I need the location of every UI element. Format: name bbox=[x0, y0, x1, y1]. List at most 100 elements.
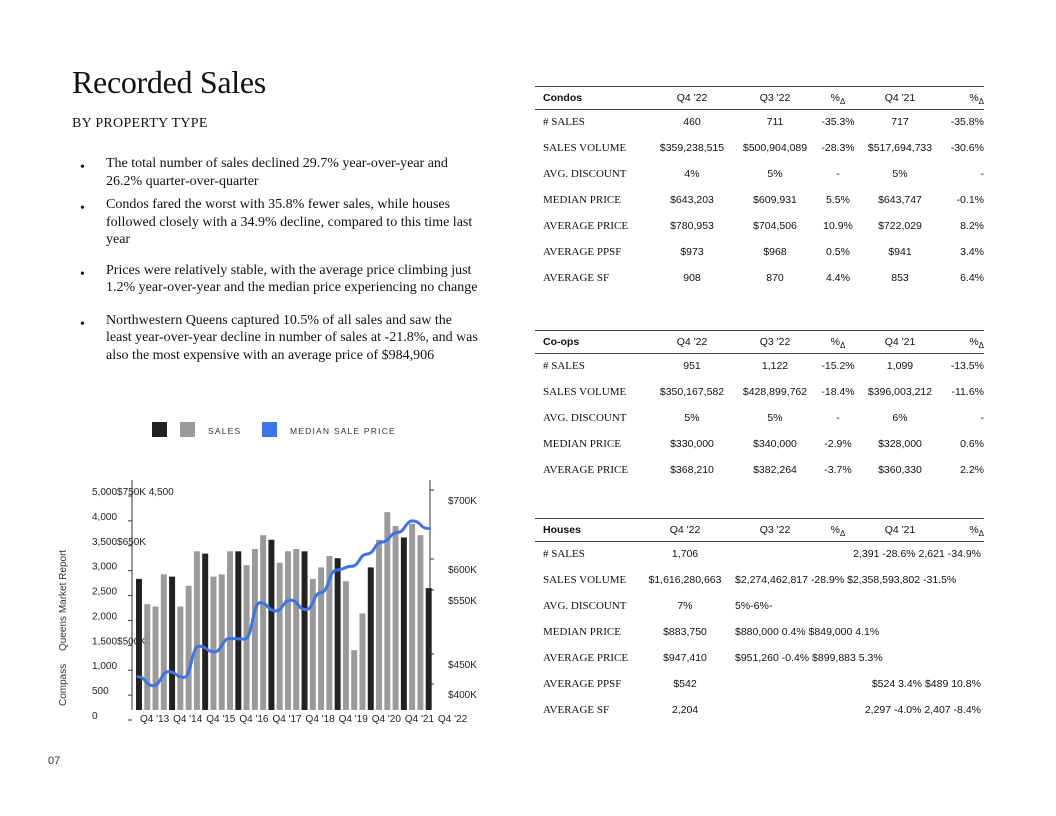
sales-bar bbox=[160, 574, 167, 710]
row-value: 5% bbox=[767, 412, 783, 424]
row-label: MEDIAN PRICE bbox=[543, 438, 621, 450]
x-axis-label: Q4 '20 bbox=[372, 714, 402, 725]
col-header-pct: %Δ bbox=[830, 336, 846, 351]
right-axis-label: $450K bbox=[448, 660, 477, 671]
bullet-item: Condos fared the worst with 35.8% fewer … bbox=[80, 196, 480, 249]
table-row: AVG. DISCOUNT 4% 5% - 5% - bbox=[535, 162, 984, 188]
table-row: AVERAGE SF 2,204 2,297 -4.0% 2,407 -8.4% bbox=[535, 698, 984, 724]
row-value: -18.4% bbox=[821, 386, 855, 398]
table-row: MEDIAN PRICE $883,750 $880,000 0.4% $849,0… bbox=[535, 620, 984, 646]
bullet-item: The total number of sales declined 29.7%… bbox=[80, 155, 480, 190]
col-header: Q4 '21 bbox=[884, 336, 916, 348]
x-axis-label: Q4 '16 bbox=[239, 714, 269, 725]
table-row: AVERAGE PPSF $973 $968 0.5% $941 3.4% bbox=[535, 240, 984, 266]
row-label: AVERAGE PRICE bbox=[543, 652, 629, 664]
row-value: -28.3% bbox=[821, 142, 855, 154]
row-value: 4% bbox=[684, 168, 700, 180]
row-value: 717 bbox=[891, 116, 909, 128]
row-value: 2,204 bbox=[671, 704, 699, 716]
col-header-pct: %Δ bbox=[830, 524, 846, 539]
row-value: $542 bbox=[673, 678, 697, 690]
table-row: AVERAGE PRICE $947,410 $951,260 -0.4% $899… bbox=[535, 646, 984, 672]
sales-bar bbox=[342, 581, 349, 710]
left-axis-label: 2,500 bbox=[92, 587, 117, 598]
row-value: -0.1% bbox=[956, 194, 984, 206]
legend-light-swatch bbox=[180, 422, 195, 437]
sales-bar bbox=[417, 535, 424, 710]
sales-bar bbox=[136, 578, 142, 710]
row-value: $428,899,762 bbox=[742, 386, 808, 398]
legend-median-label: MEDIAN SALE PRICE bbox=[290, 426, 396, 436]
left-axis-label: 500 bbox=[92, 686, 109, 697]
col-header: Q4 '22 bbox=[669, 524, 701, 536]
row-label: MEDIAN PRICE bbox=[543, 626, 621, 638]
row-value: $973 bbox=[680, 246, 704, 258]
row-values: $951,260 -0.4% $899,883 5.3% bbox=[735, 652, 883, 664]
col-header-pct: %Δ bbox=[830, 92, 846, 107]
table-row: SALES VOLUME $1,616,280,663 $2,274,462,817… bbox=[535, 568, 984, 594]
x-axis-label: Q4 '17 bbox=[272, 714, 302, 725]
row-value: 2.2% bbox=[960, 464, 984, 476]
row-label: # SALES bbox=[543, 548, 585, 560]
table-header: Co-ops Q4 '22 Q3 '22 %Δ Q4 '21 %Δ bbox=[535, 330, 984, 354]
row-value: $643,203 bbox=[670, 194, 714, 206]
row-value: 3.4% bbox=[960, 246, 984, 258]
houses-table: Houses Q4 '22 Q3 '22 %Δ Q4 '21 %Δ # SALE… bbox=[535, 518, 984, 724]
row-value: 1,099 bbox=[886, 360, 914, 372]
sales-bar bbox=[260, 535, 267, 710]
x-axis-label: Q4 '15 bbox=[206, 714, 236, 725]
brand-name: Compass bbox=[58, 663, 69, 706]
table-row: MEDIAN PRICE $330,000 $340,000 -2.9% $328,00… bbox=[535, 432, 984, 458]
table-row: # SALES 1,706 2,391 -28.6% 2,621 -34.9% bbox=[535, 542, 984, 568]
x-axis-label: Q4 '18 bbox=[306, 714, 336, 725]
table-row: AVERAGE PPSF $542 $524 3.4% $489 10.8% bbox=[535, 672, 984, 698]
sales-bar bbox=[210, 576, 217, 710]
col-header: Q4 '21 bbox=[884, 524, 916, 536]
x-axis-label: Q4 '19 bbox=[339, 714, 369, 725]
table-row: AVERAGE PRICE $368,210 $382,264 -3.7% $360,3… bbox=[535, 458, 984, 484]
sales-bar bbox=[251, 549, 258, 710]
sales-bar bbox=[276, 562, 283, 710]
row-value: 5% bbox=[684, 412, 700, 424]
sales-bar bbox=[384, 512, 391, 710]
col-header: Q3 '22 bbox=[759, 524, 791, 536]
condos-table: Condos Q4 '22 Q3 '22 %Δ Q4 '21 %Δ # SALE… bbox=[535, 86, 984, 292]
row-value: 951 bbox=[683, 360, 701, 372]
table-row: AVERAGE PRICE $780,953 $704,506 10.9% $722,0… bbox=[535, 214, 984, 240]
row-label: MEDIAN PRICE bbox=[543, 194, 621, 206]
row-value: -35.3% bbox=[821, 116, 855, 128]
row-value: $382,264 bbox=[753, 464, 797, 476]
sales-bar bbox=[293, 549, 300, 710]
row-label: SALES VOLUME bbox=[543, 386, 627, 398]
sales-bar bbox=[169, 576, 176, 710]
row-label: # SALES bbox=[543, 360, 585, 372]
col-header-pct: %Δ bbox=[969, 92, 984, 107]
row-value: - bbox=[836, 412, 840, 424]
legend-dark-swatch bbox=[152, 422, 167, 437]
coops-table: Co-ops Q4 '22 Q3 '22 %Δ Q4 '21 %Δ # SALE… bbox=[535, 330, 984, 484]
sales-chart: 5,000$750K 4,500 4,000 3,500$650K 3,000 2,50… bbox=[92, 480, 477, 725]
col-header: Q3 '22 bbox=[759, 336, 791, 348]
row-value: $968 bbox=[763, 246, 787, 258]
row-value: 4.4% bbox=[826, 272, 850, 284]
row-label: AVERAGE PRICE bbox=[543, 220, 629, 232]
sales-bar bbox=[367, 567, 374, 710]
sales-bar bbox=[400, 537, 407, 710]
right-axis-label: $700K bbox=[448, 496, 477, 507]
row-value: 1,706 bbox=[671, 548, 699, 560]
row-value: 853 bbox=[891, 272, 909, 284]
page-number: 07 bbox=[48, 755, 61, 767]
row-value: - bbox=[980, 412, 985, 424]
row-value: 1,122 bbox=[761, 360, 789, 372]
sales-bar bbox=[185, 585, 192, 710]
right-axis-label: $550K bbox=[448, 596, 477, 607]
x-axis-label: Q4 '21 bbox=[405, 714, 435, 725]
table-row: AVERAGE SF 908 870 4.4% 853 6.4% bbox=[535, 266, 984, 292]
row-label: # SALES bbox=[543, 116, 585, 128]
sales-bar bbox=[376, 539, 383, 710]
row-value: 870 bbox=[766, 272, 784, 284]
sales-bar bbox=[227, 551, 234, 710]
col-header: Q3 '22 bbox=[759, 92, 791, 104]
coops-rows: # SALES 951 1,122 -15.2% 1,099 -13.5% SALES VO… bbox=[535, 354, 984, 484]
sales-bar bbox=[177, 606, 184, 710]
